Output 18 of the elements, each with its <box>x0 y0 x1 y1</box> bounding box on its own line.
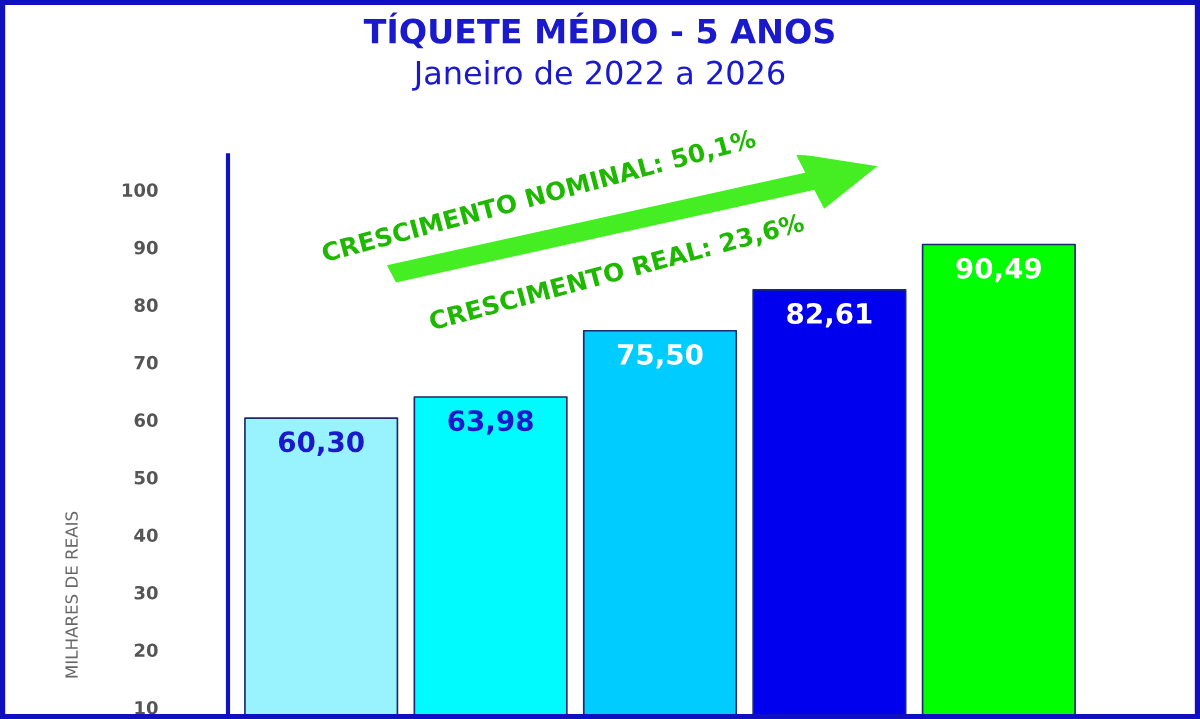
data-label: 60,30 <box>278 431 364 456</box>
y-tick-label: 80 <box>134 298 158 312</box>
y-tick-label: 60 <box>134 413 158 428</box>
y-axis-title: MILHARES DE REAIS <box>65 511 78 678</box>
data-label: 63,98 <box>448 410 533 435</box>
y-tick-label: 90 <box>134 240 158 255</box>
y-tick-label: 40 <box>134 528 158 543</box>
y-tick-label: 20 <box>134 643 158 658</box>
y-tick-label: 100 <box>122 183 158 197</box>
y-tick-label: 70 <box>134 355 158 370</box>
y-tick-label: 50 <box>134 470 158 485</box>
y-tick-label: 30 <box>134 585 158 600</box>
data-label: 75,50 <box>617 343 703 369</box>
data-label: 90,49 <box>956 257 1041 283</box>
data-label: 82,61 <box>787 302 872 328</box>
y-tick-label: 10 <box>135 700 158 715</box>
chart-title: TÍQUETE MÉDIO - 5 ANOS <box>363 12 834 49</box>
chart-subtitle: Janeiro de 2022 a 2026 <box>412 60 785 91</box>
